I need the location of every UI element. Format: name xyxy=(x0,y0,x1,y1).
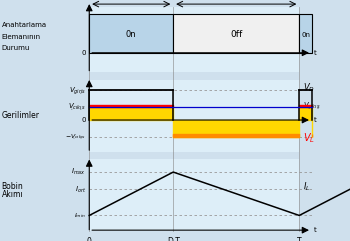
Bar xyxy=(89,14,173,53)
Bar xyxy=(89,159,299,231)
Text: 0ff: 0ff xyxy=(230,30,243,39)
Text: T: T xyxy=(297,237,302,241)
Text: D.T: D.T xyxy=(167,237,180,241)
Text: Durumu: Durumu xyxy=(2,45,30,51)
Text: $-V_{\c{c}ık\imath\c{s}}$: $-V_{\c{c}ık\imath\c{s}}$ xyxy=(65,133,86,142)
Text: Elemanının: Elemanının xyxy=(2,33,41,40)
Bar xyxy=(173,14,299,53)
Text: Anahtarlama: Anahtarlama xyxy=(2,22,47,28)
Text: $V_{\c{c}ık\imath\c{s}}$: $V_{\c{c}ık\imath\c{s}}$ xyxy=(68,102,86,112)
Text: Bobin: Bobin xyxy=(2,182,23,191)
Text: Akımı: Akımı xyxy=(2,189,23,199)
Text: $V_{çıkış}$: $V_{çıkış}$ xyxy=(303,100,320,112)
Text: 0: 0 xyxy=(81,117,86,123)
Text: Gerilimler: Gerilimler xyxy=(2,111,40,120)
Text: t: t xyxy=(314,117,316,123)
Text: 0: 0 xyxy=(87,237,92,241)
Text: $V_L$: $V_L$ xyxy=(303,131,315,145)
Text: $I_{max}$: $I_{max}$ xyxy=(71,167,86,177)
Bar xyxy=(89,7,299,72)
Text: $I_{ort}$: $I_{ort}$ xyxy=(75,184,86,194)
Text: t: t xyxy=(314,227,316,233)
Bar xyxy=(89,80,299,152)
Text: $I_{min}$: $I_{min}$ xyxy=(74,211,86,220)
Text: 0: 0 xyxy=(81,50,86,56)
Text: 0n: 0n xyxy=(126,30,136,39)
Text: $T_{Off}$: $T_{Off}$ xyxy=(228,0,245,2)
Text: 0n: 0n xyxy=(301,32,310,38)
Text: $T_{On}$: $T_{On}$ xyxy=(123,0,139,2)
Text: t: t xyxy=(314,50,316,56)
Text: $V_D$: $V_D$ xyxy=(303,81,315,94)
Text: $I_L$: $I_L$ xyxy=(303,181,310,193)
Bar xyxy=(299,14,312,53)
Text: $V_{giri\c{s}}$: $V_{giri\c{s}}$ xyxy=(69,85,86,96)
